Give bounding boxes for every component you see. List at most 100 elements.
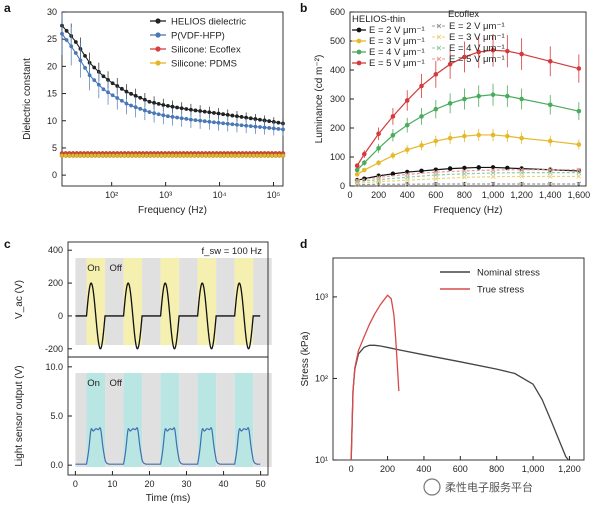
on-window-shade [234,258,254,345]
y-tick-label: 5 [52,143,57,153]
x-tick-label: 10² [105,190,118,200]
panel-b-luminance-chart: 0 100 200 300 400 500 600 0 200 400 600 800 1,000 1,2… [314,7,590,216]
on-label: On [87,378,100,389]
y-tick-label: 20 [47,61,57,71]
data-point [64,28,69,33]
y-tick-label: 15 [47,89,57,99]
data-point [262,125,267,130]
legend-swatch-marker [356,60,362,66]
x-tick-label: 20 [144,479,154,489]
data-point [129,91,133,96]
legend-label: E = 4 V μm⁻¹ [369,47,425,58]
on-window-shade [123,258,143,345]
data-point [404,147,410,153]
off-window-shade [75,373,87,467]
data-point [179,116,184,121]
x-tick-label: 400 [416,464,431,474]
x-tick-label: 0 [349,464,354,474]
y-tick-label: 10³ [315,292,328,302]
data-point [354,172,360,177]
data-point [476,165,482,170]
data-point-cross [433,176,439,182]
data-point [96,82,101,87]
y-tick-label: 200 [330,123,345,133]
data-point [147,110,152,114]
x-tick-label: 0 [73,479,78,489]
data-point [244,115,249,120]
off-window-shade [75,258,87,345]
off-window-shade [253,373,272,467]
data-point [276,127,281,131]
y-tick-label: 25 [47,34,57,44]
data-point [235,122,239,127]
y-axis-title-bottom: Light sensor output (V) [14,365,25,466]
watermark: 柔性电子服务平台 [423,478,533,496]
off-window-shade [142,258,161,345]
data-point [73,51,78,55]
data-point [129,103,133,108]
data-point [124,101,129,106]
data-point [433,106,439,112]
data-point [119,86,124,91]
data-point [390,114,396,119]
data-point [447,101,453,106]
off-label: Off [109,378,122,389]
data-point-cross [576,167,582,173]
data-point [576,66,582,71]
data-point [92,78,97,83]
data-point [115,84,120,88]
x-tick-label: 600 [453,464,468,474]
y-tick-label: 10.0 [45,362,63,372]
legend-swatch-marker [155,46,161,52]
data-point-cross [490,181,496,187]
data-point [376,146,381,151]
data-point [505,133,510,139]
data-point [390,132,396,138]
data-point [193,108,198,113]
data-point [576,142,582,147]
ac-voltage-trace [75,282,261,350]
legend-label: HELIOS dielectric [171,17,246,28]
x-tick-label: 30 [182,479,192,489]
data-point [505,93,510,99]
data-point [376,160,381,166]
panel-label-d: d [300,237,307,251]
data-point [281,127,285,132]
y-tick-label: 10² [315,373,328,383]
panel-d-frame [332,257,585,461]
y-axis-title-top: V_ac (V) [14,280,25,319]
y-axis-title: Dielectric constant [22,58,33,140]
on-window-shade [197,373,217,467]
data-point [462,54,467,60]
data-point [547,138,553,144]
off-window-shade [179,373,198,467]
x-tick-label: 1,600 [568,190,591,200]
data-point-cross [433,169,439,175]
data-point [239,115,244,119]
legend-label: E = 2 V μm⁻¹ [369,25,425,36]
y-tick-label: 300 [330,94,345,104]
x-tick-label: 10³ [159,190,172,200]
nominal-stress-line [350,344,570,461]
data-point [175,115,180,120]
panel-c-time-chart: -200 0 200 400 0.0 5.0 10.0 0 10 20 30 40 50 Time (ms… [14,241,272,504]
data-point [184,107,189,111]
data-point [404,98,410,103]
legend-label: Silicone: Ecoflex [171,45,241,56]
y-tick-label: 200 [48,278,63,288]
data-point [147,99,152,104]
data-point [221,112,226,117]
legend-swatch-marker [436,45,442,51]
data-point [78,58,83,63]
y-tick-label: 0 [58,311,63,321]
data-point [142,97,147,102]
y-tick-label: -200 [45,344,63,354]
legend-swatch-marker [155,60,161,66]
on-window-shade [86,373,106,467]
data-point [519,135,524,141]
data-point-cross [519,174,524,179]
data-point [576,108,582,114]
x-tick-label: 800 [457,190,472,200]
data-point [258,117,262,122]
legend-label: E = 2 V μm⁻¹ [449,21,505,32]
